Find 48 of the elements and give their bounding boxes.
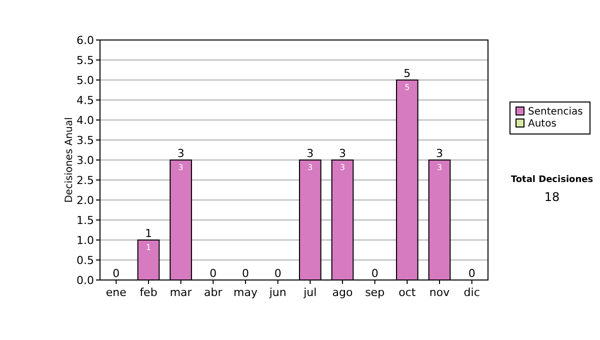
data-label: 1	[146, 243, 152, 252]
y-tick-label: 3.5	[76, 134, 94, 147]
x-tick-label: jul	[302, 286, 317, 299]
total-label: 3	[306, 147, 314, 160]
y-tick-label: 3.0	[76, 154, 94, 167]
y-tick-label: 0.5	[76, 254, 94, 267]
x-tick-label: dic	[464, 286, 480, 299]
data-label: 3	[436, 163, 442, 172]
data-label: 3	[178, 163, 184, 172]
x-tick-label: oct	[398, 286, 416, 299]
y-tick-label: 2.5	[76, 174, 94, 187]
y-tick-label: 5.5	[76, 54, 94, 67]
legend-label: Autos	[528, 118, 556, 130]
y-tick-label: 6.0	[76, 34, 94, 47]
data-label: 5	[404, 83, 410, 92]
total-label: 3	[339, 147, 346, 160]
y-tick-label: 5.0	[76, 74, 94, 87]
x-tick-label: abr	[204, 286, 223, 299]
total-label: 1	[145, 227, 152, 240]
text: 18	[544, 190, 560, 204]
y-tick-label: 1.5	[76, 214, 94, 227]
x-tick-label: feb	[140, 286, 158, 299]
data-label: 3	[308, 163, 313, 172]
x-tick-label: ago	[332, 286, 353, 299]
x-tick-label: sep	[365, 286, 385, 299]
text: Total Decisiones	[510, 175, 594, 185]
legend-label: Sentencias	[528, 106, 583, 118]
y-tick-label: 0.0	[76, 274, 94, 287]
y-tick-label: 4.0	[76, 114, 94, 127]
y-axis-title: Decisiones Anual	[64, 117, 75, 203]
total-label: 0	[242, 267, 249, 280]
total-label: 3	[177, 147, 184, 160]
total-label: 0	[112, 267, 120, 280]
x-tick-label: nov	[429, 286, 450, 299]
data-label: 3	[340, 163, 346, 172]
total-label: 5	[404, 67, 411, 80]
x-tick-label: may	[234, 286, 258, 299]
total-label: 0	[371, 267, 378, 280]
y-tick-label: 1.0	[76, 234, 94, 247]
total-label: 3	[436, 147, 443, 160]
x-tick-label: ene	[106, 286, 127, 299]
x-tick-label: jun	[268, 286, 286, 299]
total-label: 0	[274, 267, 282, 280]
total-label: 0	[210, 267, 217, 280]
x-tick-label: mar	[170, 286, 192, 299]
total-label: 0	[468, 267, 476, 280]
y-tick-label: 4.5	[76, 94, 94, 107]
y-tick-label: 2.0	[76, 194, 94, 207]
